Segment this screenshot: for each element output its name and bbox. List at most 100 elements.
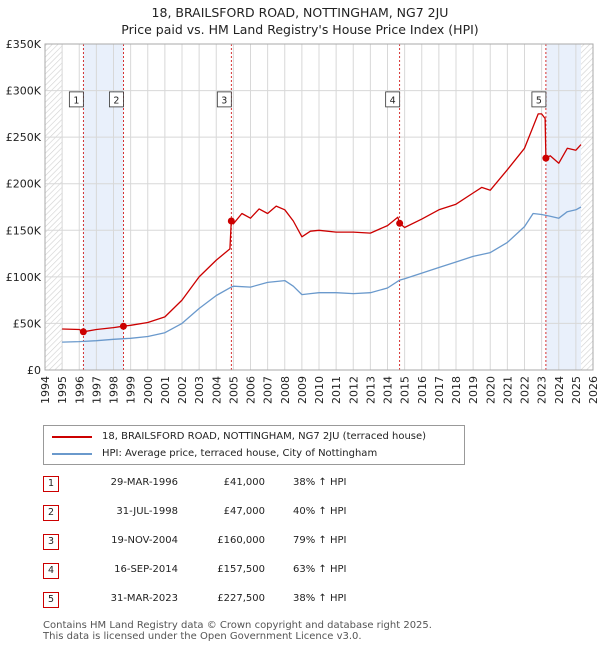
x-tick-label: 2020: [484, 376, 497, 404]
table-row: 2 31-JUL-1998 £47,000 40% ↑ HPI: [43, 501, 473, 530]
y-tick-label: £350K: [6, 38, 42, 51]
plot-frame: [44, 43, 594, 371]
sale-marker-box: [216, 91, 232, 108]
sale-hpi-change: 79% ↑ HPI: [293, 535, 347, 546]
y-tick-label: £250K: [6, 131, 42, 144]
x-tick-label: 2013: [364, 376, 377, 404]
x-tick-label: 1996: [73, 376, 86, 404]
x-tick-label: 1999: [125, 376, 138, 404]
sale-hpi-change: 63% ↑ HPI: [293, 564, 347, 575]
x-tick-label: 2008: [279, 376, 292, 404]
sale-marker-label: 4: [390, 95, 396, 106]
chart-title-line2: Price paid vs. HM Land Registry's House …: [121, 22, 479, 37]
x-tick-label: 1998: [108, 376, 121, 404]
x-tick-label: 2023: [536, 376, 549, 404]
sale-number-badge: 1: [43, 476, 59, 492]
sale-number-badge: 4: [43, 563, 59, 579]
shaded-region: [545, 44, 582, 370]
legend-item-property: 18, BRAILSFORD ROAD, NOTTINGHAM, NG7 2JU…: [52, 431, 426, 442]
table-row: 4 16-SEP-2014 £157,500 63% ↑ HPI: [43, 559, 473, 588]
x-tick-label: 2014: [382, 376, 395, 404]
x-tick-label: 2021: [501, 376, 514, 404]
y-tick-label: £100K: [6, 271, 42, 284]
sale-price: £160,000: [217, 535, 265, 546]
table-row: 3 19-NOV-2004 £160,000 79% ↑ HPI: [43, 530, 473, 559]
chart-title-line1: 18, BRAILSFORD ROAD, NOTTINGHAM, NG7 2JU: [151, 5, 449, 20]
x-tick-label: 2003: [193, 376, 206, 404]
y-tick-label: £50K: [13, 317, 42, 330]
y-tick-label: £0: [27, 364, 41, 377]
x-tick-label: 2006: [245, 376, 258, 404]
sale-hpi-change: 38% ↑ HPI: [293, 477, 347, 488]
sales-table: 1 29-MAR-1996 £41,000 38% ↑ HPI 2 31-JUL…: [43, 472, 473, 617]
sale-price: £227,500: [217, 593, 265, 604]
legend: 18, BRAILSFORD ROAD, NOTTINGHAM, NG7 2JU…: [43, 425, 465, 465]
x-tick-label: 2026: [587, 376, 600, 404]
sale-number-badge: 2: [43, 505, 59, 521]
sale-price: £157,500: [217, 564, 265, 575]
sale-marker-label: 1: [73, 95, 79, 106]
x-tick-label: 2000: [142, 376, 155, 404]
x-tick-label: 2007: [262, 376, 275, 404]
price-chart: 1 2 3 4 5 £0 £50K £100K £150K £200K £250K £300K £35…: [6, 38, 600, 404]
y-tick-label: £150K: [6, 224, 42, 237]
sale-number-badge: 5: [43, 592, 59, 608]
footer-line1: Contains HM Land Registry data © Crown c…: [43, 620, 432, 631]
footer-line2: This data is licensed under the Open Gov…: [43, 631, 362, 642]
x-tick-label: 2016: [416, 376, 429, 404]
x-tick-label: 2025: [570, 376, 583, 404]
hpi-line: [62, 206, 582, 343]
x-tick-label: 1994: [39, 376, 52, 404]
sale-marker-box: [68, 91, 84, 108]
x-tick-label: 2001: [159, 376, 172, 404]
legend-swatch-property: [52, 435, 92, 438]
sale-number-badge: 3: [43, 534, 59, 550]
sale-point: [396, 219, 404, 227]
sale-date: 31-JUL-1998: [116, 506, 178, 517]
legend-item-hpi: HPI: Average price, terraced house, City…: [52, 448, 377, 459]
hatched-region: [581, 44, 593, 370]
x-tick-label: 2012: [347, 376, 360, 404]
property-price-line: [62, 113, 582, 333]
chart-title: 18, BRAILSFORD ROAD, NOTTINGHAM, NG7 2JU…: [0, 4, 600, 38]
x-tick-label: 1997: [90, 376, 103, 404]
sale-marker-label: 5: [536, 95, 542, 106]
sale-marker-label: 2: [113, 95, 119, 106]
legend-label-hpi: HPI: Average price, terraced house, City…: [102, 448, 378, 459]
sale-marker-box: [531, 91, 547, 108]
x-tick-label: 2011: [330, 376, 343, 404]
y-tick-label: £300K: [6, 85, 42, 98]
hatched-region: [45, 44, 63, 370]
table-row: 5 31-MAR-2023 £227,500 38% ↑ HPI: [43, 588, 473, 617]
x-tick-label: 2022: [519, 376, 532, 404]
sale-point: [542, 154, 550, 162]
sale-marker-label: 3: [221, 95, 227, 106]
y-tick-label: £200K: [6, 178, 42, 191]
table-row: 1 29-MAR-1996 £41,000 38% ↑ HPI: [43, 472, 473, 501]
sale-point: [119, 322, 127, 330]
sale-date: 31-MAR-2023: [110, 593, 178, 604]
sale-marker-box: [109, 91, 124, 108]
x-tick-label: 2004: [210, 376, 223, 404]
sale-point: [79, 328, 87, 336]
x-tick-label: 2010: [313, 376, 326, 404]
x-tick-label: 2005: [227, 376, 240, 404]
sale-price: £41,000: [223, 477, 265, 488]
legend-label-property: 18, BRAILSFORD ROAD, NOTTINGHAM, NG7 2JU…: [102, 431, 427, 442]
x-tick-label: 2009: [296, 376, 309, 404]
sale-date: 29-MAR-1996: [110, 477, 178, 488]
sale-marker-box: [385, 91, 401, 108]
sale-point: [227, 217, 235, 225]
x-tick-label: 2002: [176, 376, 189, 404]
x-tick-label: 2019: [467, 376, 480, 404]
sale-date: 16-SEP-2014: [114, 564, 178, 575]
sale-date: 19-NOV-2004: [111, 535, 178, 546]
sale-price: £47,000: [223, 506, 265, 517]
x-tick-label: 2015: [399, 376, 412, 404]
x-tick-label: 2024: [553, 376, 566, 404]
x-tick-label: 2017: [433, 376, 446, 404]
sale-hpi-change: 40% ↑ HPI: [293, 506, 347, 517]
x-tick-label: 1995: [56, 376, 69, 404]
legend-swatch-hpi: [52, 452, 92, 455]
x-tick-label: 2018: [450, 376, 463, 404]
